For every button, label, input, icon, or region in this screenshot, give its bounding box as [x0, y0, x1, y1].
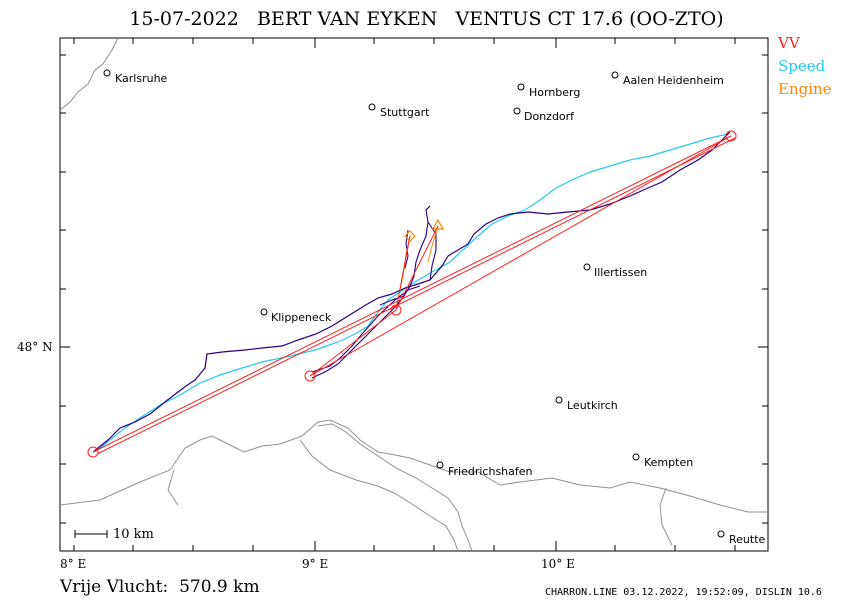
- city-friedrichshafen: Friedrichshafen: [436, 461, 533, 478]
- map-title: 15-07-2022 BERT VAN EYKEN VENTUS CT 17.6…: [129, 8, 724, 30]
- city-label-hornberg: Hornberg: [529, 86, 580, 99]
- city-illertissen: Illertissen: [583, 263, 647, 279]
- engine-markers: [404, 218, 445, 242]
- turnpoint-mid: [390, 304, 402, 316]
- city-label-friedrichshafen: Friedrichshafen: [448, 465, 533, 478]
- city-label-illertissen: Illertissen: [594, 266, 647, 279]
- city-label-klippeneck: Klippeneck: [271, 311, 332, 324]
- borders-and-lakes: [59, 37, 768, 552]
- city-label-karlsruhe: Karlsruhe: [115, 72, 168, 85]
- legend-speed: Speed: [778, 57, 826, 75]
- map-frame: [59, 37, 769, 552]
- border-southwest: [167, 469, 179, 506]
- city-klippeneck: Klippeneck: [260, 308, 332, 324]
- turnpoint-east: [725, 130, 737, 142]
- scale-bar-label: 10 km: [113, 527, 154, 542]
- engine-marker-diamond: [404, 230, 416, 242]
- free-flight-distance: Vrije Vlucht: 570.9 km: [60, 577, 260, 597]
- frame-ticks: [60, 38, 768, 551]
- engine-marker-triangle: [431, 218, 445, 230]
- city-label-aalen-heidenheim: Aalen Heidenheim: [623, 74, 724, 87]
- footer-credit: CHARRON.LINE 03.12.2022, 19:52:09, DISLI…: [545, 587, 822, 598]
- city-hornberg: Hornberg: [517, 83, 580, 99]
- lon-label-8: 8° E: [60, 557, 86, 571]
- city-reutte: Reutte: [717, 530, 766, 546]
- city-leutkirch: Leutkirch: [555, 396, 618, 412]
- city-label-reutte: Reutte: [729, 533, 766, 546]
- turnpoint-south: [304, 370, 316, 382]
- cities: Karlsruhe Stuttgart Hornberg Donzdorf Aa…: [103, 69, 766, 546]
- legend-vv: VV: [778, 34, 800, 52]
- border-east: [659, 487, 673, 546]
- city-stuttgart: Stuttgart: [368, 103, 430, 119]
- lat-label-48: 48° N: [17, 340, 53, 354]
- lon-label-10: 10° E: [541, 557, 575, 571]
- border-northwest: [59, 37, 119, 111]
- border-south: [59, 419, 768, 513]
- turnpoint-start: [87, 446, 99, 458]
- city-aalen-heidenheim: Aalen Heidenheim: [611, 71, 724, 87]
- city-donzdorf: Donzdorf: [513, 107, 575, 123]
- lake-constance: [317, 423, 473, 552]
- vv-track-loop: [311, 205, 437, 379]
- city-kempten: Kempten: [632, 453, 693, 469]
- legend-engine: Engine: [778, 80, 832, 98]
- scale-bar: [74, 530, 108, 538]
- city-label-donzdorf: Donzdorf: [524, 110, 575, 123]
- city-karlsruhe: Karlsruhe: [103, 69, 168, 85]
- lon-label-9: 9° E: [302, 557, 328, 571]
- turnpoints: [87, 130, 737, 458]
- task-triangle: [92, 135, 736, 455]
- rhine-valley: [299, 439, 459, 552]
- vv-track: [92, 131, 731, 453]
- city-label-leutkirch: Leutkirch: [567, 399, 618, 412]
- city-label-kempten: Kempten: [644, 456, 693, 469]
- city-label-stuttgart: Stuttgart: [380, 106, 430, 119]
- speed-track: [94, 133, 729, 453]
